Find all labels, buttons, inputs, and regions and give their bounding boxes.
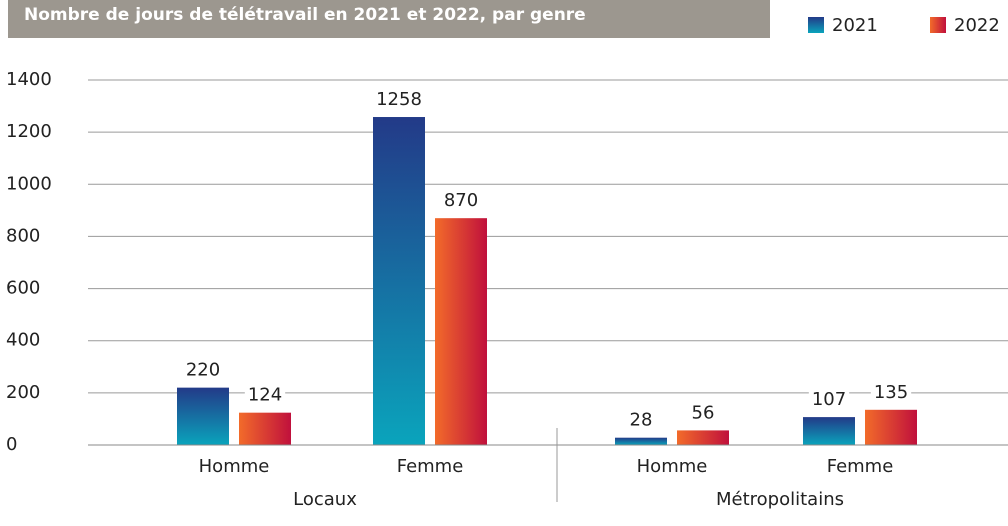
legend-swatch [930,17,946,33]
x-tick-label: Femme [827,456,894,477]
value-label: 28 [630,410,653,431]
bar [435,218,487,445]
value-label-bg [244,384,286,406]
y-tick-label: 1400 [6,69,52,90]
legend-label: 2022 [954,15,1000,36]
bar [239,412,291,445]
group-label: Locaux [293,489,357,510]
legend-swatch [808,17,824,33]
x-tick-label: Homme [199,456,270,477]
value-label: 135 [874,382,908,403]
value-label: 870 [444,190,478,211]
x-tick-label: Homme [637,456,708,477]
chart-title: Nombre de jours de télétravail en 2021 e… [24,5,586,25]
value-label: 220 [186,360,220,381]
y-tick-label: 200 [6,382,40,403]
y-tick-label: 800 [6,225,40,246]
y-tick-label: 1200 [6,121,52,142]
group-label: Métropolitains [716,489,844,510]
bar [615,437,667,445]
y-tick-label: 400 [6,330,40,351]
bar [865,409,917,445]
title-box [8,0,770,38]
bar [677,430,729,445]
value-label-bg [182,359,224,381]
bar [177,387,229,445]
bar [373,117,425,446]
value-label-bg [870,381,912,403]
value-label: 1258 [376,89,422,110]
value-label-bg [808,389,850,411]
value-label: 107 [812,389,846,410]
value-label-bg [688,402,718,424]
value-label-bg [373,89,425,111]
value-label: 56 [692,402,715,423]
y-tick-label: 0 [6,434,17,455]
legend-label: 2021 [832,15,878,36]
value-label-bg [440,190,482,212]
value-label: 124 [248,385,282,406]
bar [803,417,855,445]
y-tick-label: 600 [6,278,40,299]
x-tick-label: Femme [397,456,464,477]
y-tick-label: 1000 [6,173,52,194]
value-label-bg [626,409,656,431]
